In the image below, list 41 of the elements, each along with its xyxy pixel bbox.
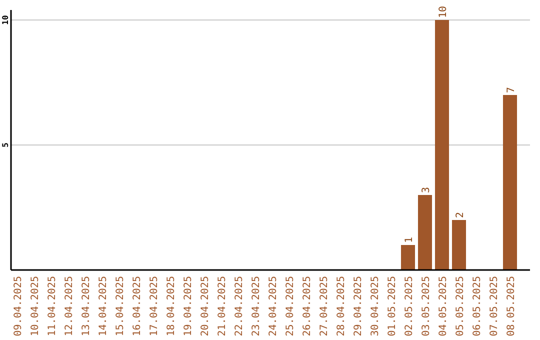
x-tick-label: 28.04.2025 xyxy=(336,276,347,336)
data-label: 2 xyxy=(455,212,466,218)
data-label: 7 xyxy=(506,86,517,93)
x-tick-label: 16.04.2025 xyxy=(132,276,143,336)
x-tick-label: 14.04.2025 xyxy=(98,276,109,336)
x-tick-label: 06.05.2025 xyxy=(472,276,483,336)
x-tick-label: 22.04.2025 xyxy=(234,276,245,336)
x-tick-label: 25.04.2025 xyxy=(285,276,296,336)
x-tick-label: 18.04.2025 xyxy=(166,276,177,336)
x-tick-label: 09.04.2025 xyxy=(13,276,24,336)
x-tick-label: 11.04.2025 xyxy=(47,276,58,336)
x-tick-label: 27.04.2025 xyxy=(319,276,330,336)
x-tick-label: 23.04.2025 xyxy=(251,276,262,336)
x-tick-label: 29.04.2025 xyxy=(353,276,364,336)
data-label: 1 xyxy=(404,236,415,243)
x-tick-label: 12.04.2025 xyxy=(64,276,75,336)
bar xyxy=(502,95,518,270)
x-tick-label: 15.04.2025 xyxy=(115,276,126,336)
bar xyxy=(452,220,466,270)
x-tick-label: 07.05.2025 xyxy=(489,276,500,336)
x-tick-label: 03.05.2025 xyxy=(421,276,432,336)
x-tick-label: 02.05.2025 xyxy=(404,276,415,336)
x-tick-label: 21.04.2025 xyxy=(217,276,228,336)
x-tick-label: 05.05.2025 xyxy=(455,276,466,336)
x-tick-label: 17.04.2025 xyxy=(149,276,160,336)
y-tick-label: 5 xyxy=(1,142,10,148)
data-label: 3 xyxy=(421,186,432,193)
x-tick-label: 13.04.2025 xyxy=(81,276,92,336)
data-label: 10 xyxy=(438,6,449,18)
x-tick-label: 19.04.2025 xyxy=(183,276,194,336)
x-tick-label: 10.04.2025 xyxy=(30,276,41,336)
x-tick-label: 08.05.2025 xyxy=(506,276,517,336)
x-tick-label: 04.05.2025 xyxy=(438,276,449,336)
x-tick-label: 20.04.2025 xyxy=(200,276,211,336)
bar xyxy=(434,20,450,270)
x-tick-label: 26.04.2025 xyxy=(302,276,313,336)
bar xyxy=(400,245,416,270)
x-tick-label: 01.05.2025 xyxy=(387,276,398,336)
bar xyxy=(418,195,432,270)
x-tick-label: 30.04.2025 xyxy=(370,276,381,336)
x-tick-label: 24.04.2025 xyxy=(268,276,279,336)
